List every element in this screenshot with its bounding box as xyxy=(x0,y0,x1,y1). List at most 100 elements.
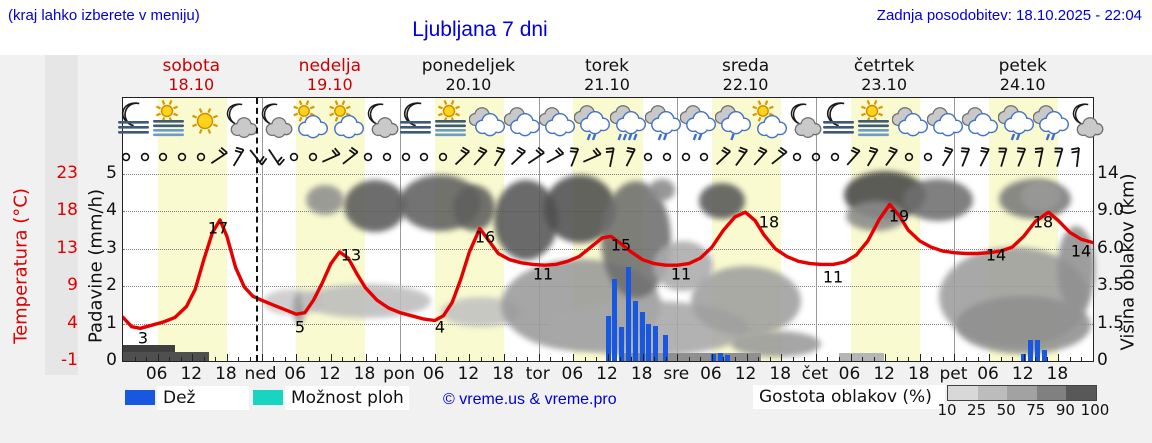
axis-tick-mark xyxy=(954,354,956,361)
temp-tick-label: 18 xyxy=(56,200,78,221)
temperature-axis-strip xyxy=(45,55,78,375)
day-label: petek 24.10 xyxy=(999,57,1047,94)
rain-bar xyxy=(618,327,624,361)
cloud-blob xyxy=(731,331,821,357)
rain-bar xyxy=(1028,340,1034,361)
day-name: četrtek xyxy=(853,56,915,76)
hour-tick-label: 06 xyxy=(561,364,584,384)
wind-calm-icon xyxy=(135,146,155,168)
day-abbrev-label: čet xyxy=(801,364,829,384)
axis-tick-mark xyxy=(989,354,991,361)
axis-tick-mark xyxy=(1081,357,1083,361)
day-label: nedelja 19.10 xyxy=(299,57,361,94)
axis-tick-mark xyxy=(250,357,252,361)
axis-tick-mark xyxy=(896,357,898,361)
weather-icon-moon-fog xyxy=(116,100,152,144)
precip-tick-label: 2 xyxy=(106,275,117,296)
axis-tick-mark xyxy=(1058,354,1060,361)
axis-tick-mark xyxy=(319,357,321,361)
density-segment xyxy=(1066,386,1096,400)
last-update-text: Zadnja posodobitev: 18.10.2025 - 22:04 xyxy=(876,7,1142,24)
rain-bar xyxy=(718,352,724,361)
axis-tick-mark xyxy=(804,357,806,361)
axis-tick-mark xyxy=(573,354,575,361)
hour-tick-label: 12 xyxy=(457,364,480,384)
wind-calm-icon xyxy=(358,146,378,168)
axis-tick-mark xyxy=(203,357,205,361)
axis-tick-mark xyxy=(330,354,332,361)
axis-tick-mark xyxy=(700,357,702,361)
rain-bar xyxy=(711,354,717,361)
wind-barb-icon xyxy=(247,146,267,168)
day-date: 18.10 xyxy=(168,75,215,94)
showers-legend-swatch xyxy=(253,390,283,405)
wind-calm-icon xyxy=(377,146,397,168)
temperature-value-label: 13 xyxy=(340,245,362,265)
day-abbrev-label: pet xyxy=(939,364,968,384)
ground-fog-band xyxy=(839,353,884,361)
axis-tick-mark xyxy=(365,354,367,361)
day-abbrev-label: sre xyxy=(663,364,690,384)
rain-bar xyxy=(632,301,638,361)
temperature-axis-label: Temperatura (°C) xyxy=(10,188,32,344)
temperature-value-label: 15 xyxy=(610,235,632,255)
axis-tick-mark xyxy=(792,357,794,361)
axis-tick-mark xyxy=(850,354,852,361)
axis-tick-mark xyxy=(342,357,344,361)
wind-barb-icon xyxy=(489,146,509,168)
showers-legend-label: Možnost ploh xyxy=(285,386,409,410)
temperature-value-label: 11 xyxy=(670,264,692,284)
wind-barb-icon xyxy=(601,146,621,168)
hour-tick-label: 06 xyxy=(838,364,861,384)
weather-icon-sun-cloud xyxy=(328,100,364,144)
cloud-tick-label: 3.5 xyxy=(1097,275,1125,296)
weather-icon-rain4 xyxy=(609,100,646,144)
axis-tick-mark xyxy=(596,357,598,361)
axis-tick-mark xyxy=(1035,357,1037,361)
cloud-blob xyxy=(691,266,801,336)
rain-bar xyxy=(725,355,731,361)
day-label: sobota 18.10 xyxy=(163,57,221,94)
axis-tick-mark xyxy=(642,354,644,361)
cloud-density-legend-label: Gostota oblakov (%) xyxy=(753,385,945,409)
axis-tick-mark xyxy=(965,357,967,361)
axis-tick-mark xyxy=(1069,357,1071,361)
axis-tick-mark xyxy=(619,357,621,361)
density-tick-label: 75 xyxy=(1026,401,1046,419)
weather-icon-rain2 xyxy=(1032,100,1069,144)
wind-barb-icon xyxy=(228,146,248,168)
density-segment xyxy=(977,386,1008,400)
wind-barb-icon xyxy=(526,146,546,168)
weather-icon-rain2 xyxy=(997,100,1034,144)
day-abbrev-label: pon xyxy=(383,364,416,384)
cloud-tick-label: 6.0 xyxy=(1097,237,1125,258)
axis-tick-mark xyxy=(735,357,737,361)
cloud-tick-label: 9.0 xyxy=(1097,200,1125,221)
day-name: petek xyxy=(998,56,1047,76)
rain-bar xyxy=(663,334,669,361)
hour-tick-label: 18 xyxy=(215,364,237,384)
axis-tick-mark xyxy=(584,357,586,361)
weather-icon-cloud xyxy=(961,100,999,144)
axis-tick-mark xyxy=(169,357,171,361)
axis-tick-mark xyxy=(215,357,217,361)
axis-tick-mark xyxy=(942,357,944,361)
axis-tick-mark xyxy=(469,354,471,361)
wind-barb-icon xyxy=(937,146,957,168)
wind-calm-icon xyxy=(396,146,416,168)
axis-tick-mark xyxy=(492,357,494,361)
credit-link[interactable]: © vreme.us & vreme.pro xyxy=(443,391,617,408)
axis-tick-mark xyxy=(434,354,436,361)
hour-tick-label: 18 xyxy=(492,364,514,384)
axis-tick-mark xyxy=(781,354,783,361)
ground-fog-band xyxy=(621,353,761,361)
cloud-blob xyxy=(453,185,495,231)
temperature-value-label: 11 xyxy=(822,267,844,287)
axis-tick-mark xyxy=(411,357,413,361)
wind-barb-icon xyxy=(750,146,770,168)
wind-barb-icon xyxy=(993,146,1013,168)
temperature-value-label: 14 xyxy=(1070,241,1092,261)
hour-tick-label: 12 xyxy=(319,364,341,384)
weather-icon-sun-cloud xyxy=(751,100,787,144)
